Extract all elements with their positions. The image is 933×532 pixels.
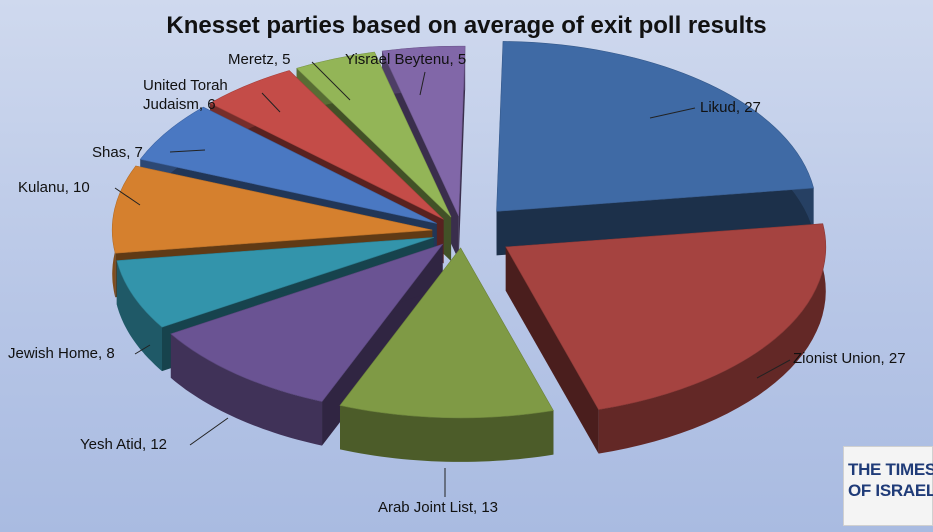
slice-kulanu xyxy=(111,165,433,254)
slice-likud xyxy=(496,41,814,212)
leader-line xyxy=(419,71,426,96)
slice-united-torah-judaism xyxy=(209,70,444,220)
slice-wall-1 xyxy=(505,246,599,454)
pie-labels: Likud, 27 Zionist Union, 27 Arab Joint Lis… xyxy=(8,51,906,516)
slice-label-line: Meretz, 5 xyxy=(228,51,291,68)
slice-yesh-atid xyxy=(170,243,444,402)
slice-zionist-union xyxy=(505,223,827,410)
slice-label: Zionist Union, 27 xyxy=(793,350,906,367)
slice-label-line: Zionist Union, 27 xyxy=(793,350,906,367)
slice-wall-1 xyxy=(496,188,814,256)
leader-line xyxy=(756,359,791,379)
slice-label: Arab Joint List, 13 xyxy=(378,499,498,516)
slice-label-line: Kulanu, 10 xyxy=(18,179,90,196)
leader-line xyxy=(169,149,206,153)
leader-line xyxy=(649,107,696,119)
logo-line-2: OF ISRAEL xyxy=(848,481,933,500)
slice-label-line: Yisrael Beytenu, 5 xyxy=(345,51,466,68)
slice-yisrael-beytenu xyxy=(381,45,466,217)
slice-jewish-home xyxy=(116,237,434,328)
slice-label: Yisrael Beytenu, 5 xyxy=(345,51,466,68)
logo-line-1: THE TIMES xyxy=(848,460,933,479)
leader-line xyxy=(311,61,351,101)
slice-label-line: Arab Joint List, 13 xyxy=(378,499,498,516)
slice-arab-joint-list xyxy=(339,247,554,419)
slice-rim xyxy=(170,333,322,446)
slice-label: Shas, 7 xyxy=(92,144,143,161)
slice-label: Jewish Home, 8 xyxy=(8,345,115,362)
leader-line xyxy=(189,417,229,446)
leader-line xyxy=(134,344,151,355)
slice-meretz xyxy=(296,51,452,218)
slice-label: Kulanu, 10 xyxy=(18,179,90,196)
pie-tops xyxy=(111,41,827,419)
slice-label-line: Judaism, 6 xyxy=(143,96,216,113)
slice-label: Likud, 27 xyxy=(700,99,761,116)
chart-title: Knesset parties based on average of exit… xyxy=(166,12,767,39)
slice-label: Meretz, 5 xyxy=(228,51,291,68)
slice-label-line: Yesh Atid, 12 xyxy=(80,436,167,453)
slice-label-line: Likud, 27 xyxy=(700,99,761,116)
leader-line xyxy=(261,92,281,113)
slice-shas xyxy=(139,106,437,224)
slice-label: United Torah Judaism, 6 xyxy=(143,77,228,113)
slice-rim xyxy=(340,405,554,462)
slice-label: Yesh Atid, 12 xyxy=(80,436,167,453)
slice-label-line: United Torah xyxy=(143,77,228,94)
times-of-israel-logo: THE TIMES OF ISRAEL xyxy=(843,446,933,526)
slice-label-line: Shas, 7 xyxy=(92,144,143,161)
slice-label-line: Jewish Home, 8 xyxy=(8,345,115,362)
slice-wall-1 xyxy=(458,46,466,261)
slice-rim xyxy=(598,223,826,454)
leader-line xyxy=(114,187,141,206)
